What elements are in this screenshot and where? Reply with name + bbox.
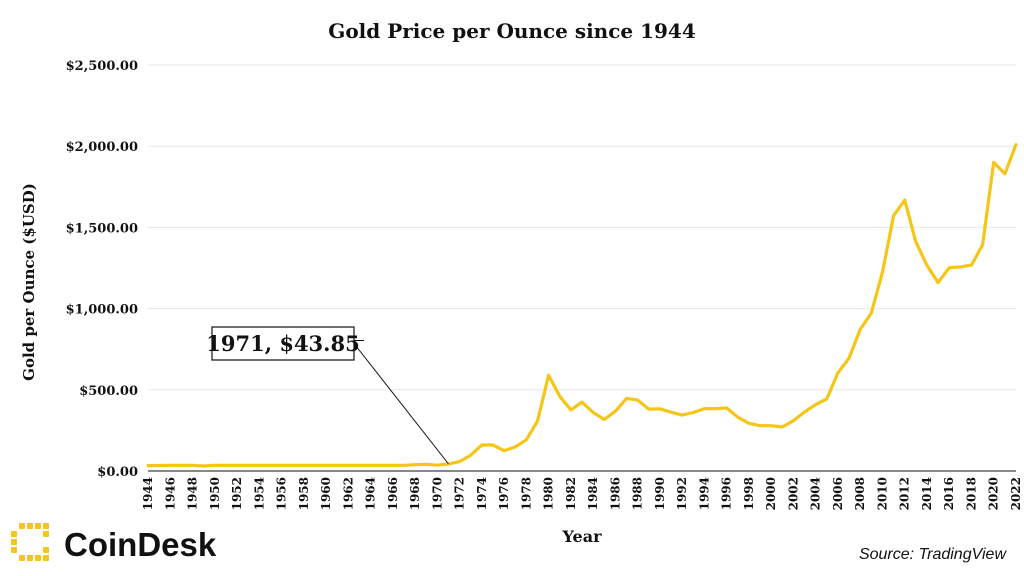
logo-dot	[43, 555, 49, 561]
y-tick-label: $500.00	[79, 384, 138, 399]
y-tick-label: $0.00	[97, 465, 138, 480]
y-tick-label: $1,000.00	[66, 303, 138, 318]
annotation-label: 1971, $43.85	[206, 331, 359, 356]
x-tick-label: 1990	[653, 477, 667, 510]
y-axis-ticks: $0.00 $500.00 $1,000.00 $1,500.00 $2,000.00 $…	[66, 59, 138, 480]
logo-dot	[43, 531, 49, 537]
x-tick-label: 2016	[942, 477, 956, 510]
coindesk-logo: CoinDesk	[11, 523, 217, 563]
x-tick-label: 1976	[497, 477, 511, 510]
x-tick-label: 1992	[675, 477, 689, 510]
logo-dot	[35, 555, 41, 561]
x-tick-label: 2012	[898, 477, 912, 510]
chart-title: Gold Price per Ounce since 1944	[328, 19, 696, 43]
x-tick-label: 1958	[297, 477, 311, 510]
coindesk-logo-text: CoinDesk	[64, 526, 217, 563]
x-tick-label: 2004	[809, 477, 823, 510]
source-credit: Source: TradingView	[859, 546, 1007, 563]
x-tick-label: 1970	[430, 477, 444, 510]
x-tick-label: 2018	[964, 477, 978, 510]
x-tick-label: 1998	[742, 477, 756, 510]
x-axis-ticks: 1944 1946 1948 1950 1952 1954 1956 1958 1960 1962…	[141, 477, 1023, 510]
x-tick-label: 1968	[408, 477, 422, 510]
x-axis-label: Year	[561, 527, 602, 546]
x-tick-label: 1952	[230, 477, 244, 510]
x-tick-label: 1964	[364, 477, 378, 510]
x-tick-label: 2006	[831, 477, 845, 510]
x-tick-label: 1980	[542, 477, 556, 510]
logo-dot	[11, 539, 17, 545]
x-tick-label: 2008	[853, 477, 867, 510]
logo-dot	[27, 523, 33, 529]
grid-lines	[148, 64, 1016, 472]
x-tick-label: 1986	[608, 477, 622, 510]
x-tick-label: 1960	[319, 477, 333, 510]
logo-dot	[11, 547, 17, 553]
logo-dot	[35, 523, 41, 529]
x-tick-label: 1954	[252, 477, 266, 510]
x-tick-label: 2022	[1009, 477, 1023, 510]
annotation-leader-line	[353, 343, 449, 465]
y-tick-label: $2,000.00	[66, 140, 138, 155]
x-tick-label: 1944	[141, 477, 155, 510]
x-tick-label: 1978	[519, 477, 533, 510]
x-tick-label: 1994	[697, 477, 711, 510]
x-tick-label: 2002	[786, 477, 800, 510]
x-tick-label: 2000	[764, 477, 778, 510]
y-axis-label: Gold per Ounce ($USD)	[20, 183, 38, 381]
series-line-gold-price	[146, 143, 1018, 468]
x-tick-label: 1984	[586, 477, 600, 510]
annotation-box	[211, 326, 355, 361]
x-tick-label: 2010	[875, 477, 889, 510]
logo-dot	[43, 523, 49, 529]
logo-dot	[27, 555, 33, 561]
x-tick-label: 1950	[208, 477, 222, 510]
logo-dot	[43, 547, 49, 553]
x-tick-label: 1974	[475, 477, 489, 510]
x-tick-label: 1972	[453, 477, 467, 510]
x-tick-label: 2014	[920, 477, 934, 510]
logo-dot	[19, 555, 25, 561]
coindesk-logo-icon	[11, 523, 49, 561]
x-tick-label: 1948	[186, 477, 200, 510]
x-tick-label: 1988	[631, 477, 645, 510]
logo-dot	[19, 523, 25, 529]
x-tick-label: 1982	[564, 477, 578, 510]
x-tick-label: 1966	[386, 477, 400, 510]
y-tick-label: $1,500.00	[66, 221, 138, 236]
logo-dot	[11, 531, 17, 537]
y-tick-label: $2,500.00	[66, 59, 138, 74]
x-tick-label: 2020	[987, 477, 1001, 510]
x-tick-label: 1946	[163, 477, 177, 510]
x-tick-label: 1996	[720, 477, 734, 510]
x-tick-label: 1956	[275, 477, 289, 510]
x-tick-label: 1962	[341, 477, 355, 510]
